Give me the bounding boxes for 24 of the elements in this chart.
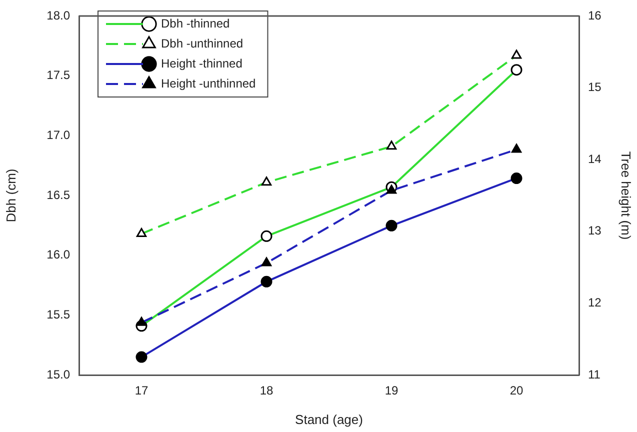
y-tick-label: 16.5 [46,188,70,202]
x-tick-label: 17 [134,384,148,398]
y2-tick-label: 16 [588,8,602,22]
legend-label: Dbh -unthinned [161,36,244,50]
y-axis-title: Dbh (cm) [3,168,18,222]
legend-label: Height -unthinned [161,76,256,90]
y2-axis-title: Tree height (m) [618,151,634,240]
legend-label: Height -thinned [161,56,242,70]
y2-tick-label: 11 [588,367,601,382]
y-tick-label: 18.0 [46,8,70,22]
x-axis-title: Stand (age) [295,412,363,427]
x-tick-label: 18 [260,384,274,398]
y2-tick-label: 15 [588,80,602,94]
y2-tick-label: 14 [588,152,602,166]
y-tick-label: 15.0 [46,367,70,382]
y-tick-label: 17.0 [46,128,70,142]
y-tick-label: 15.5 [46,307,70,322]
y-tick-label: 16.0 [46,248,70,262]
legend-label: Dbh -thinned [161,16,230,30]
y-tick-label: 17.5 [46,68,70,82]
y2-tick-label: 13 [588,224,602,238]
x-tick-label: 20 [510,384,524,398]
x-tick-label: 19 [384,384,398,398]
y2-tick-label: 12 [588,296,602,310]
